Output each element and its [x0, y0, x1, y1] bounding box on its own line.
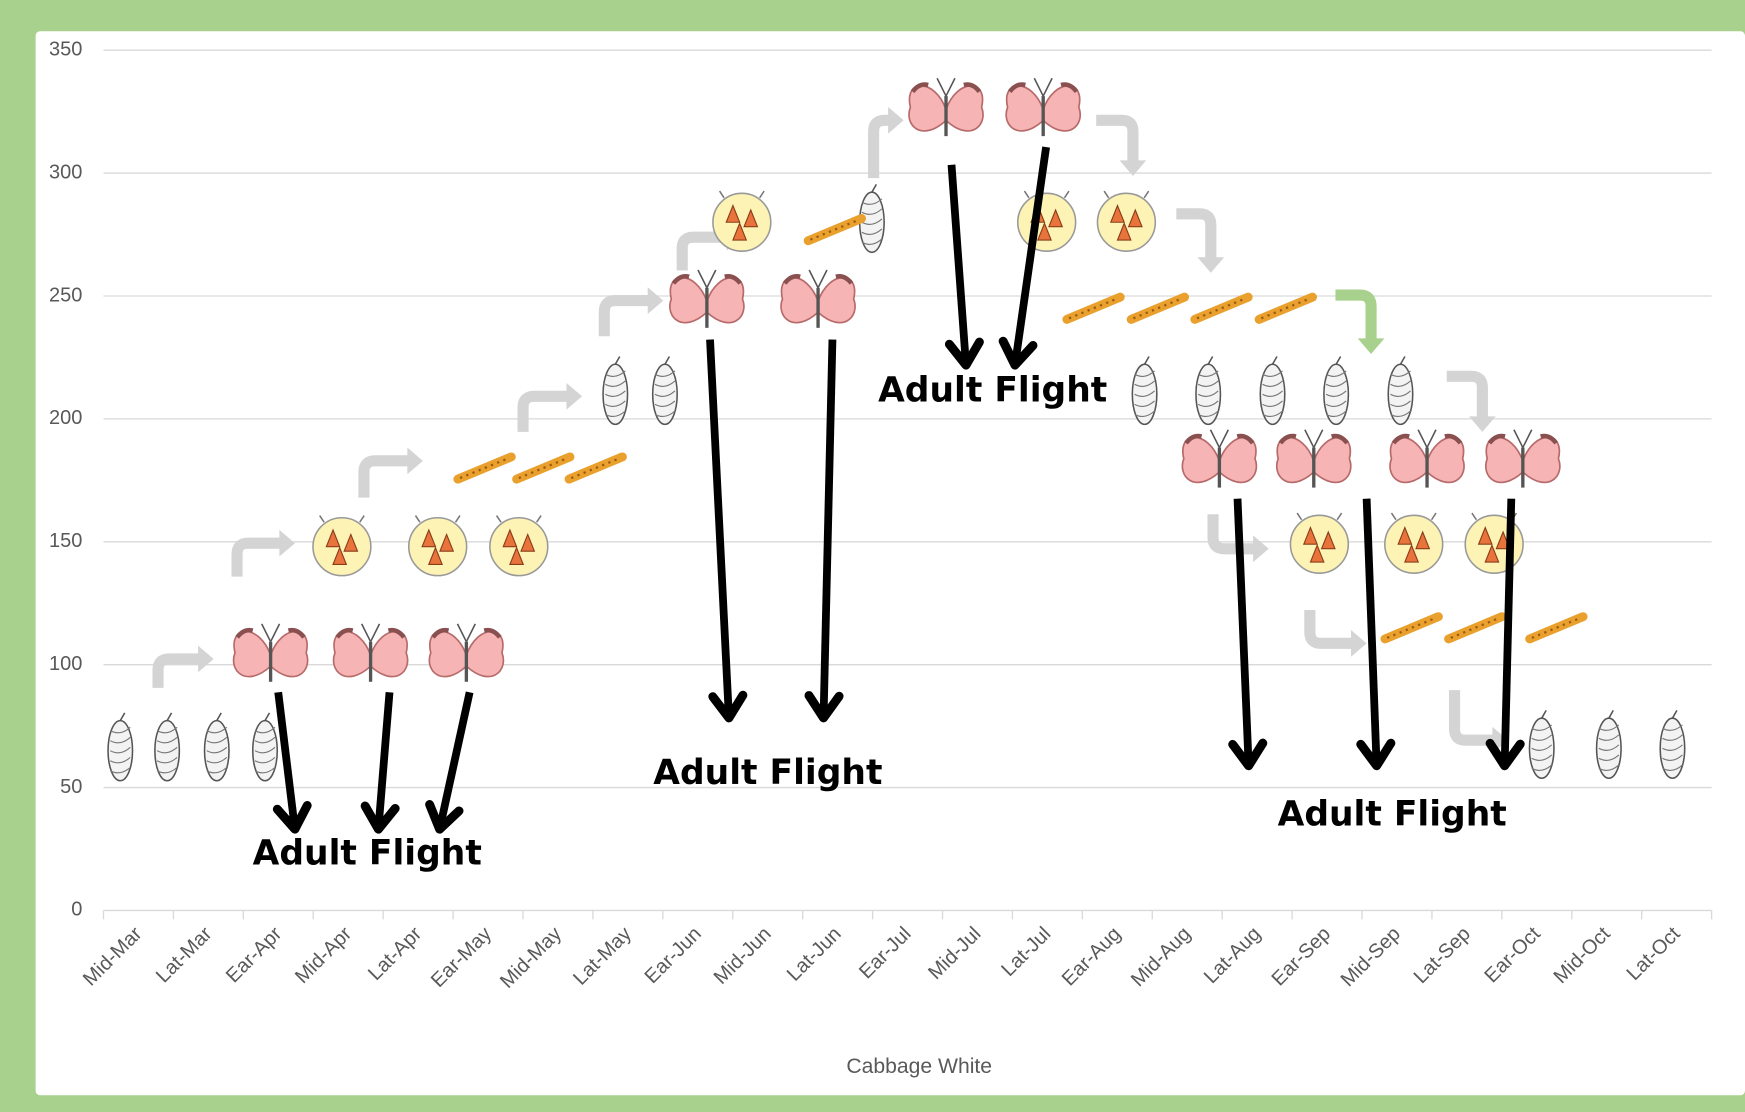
- y-tick-label: 50: [60, 776, 82, 798]
- y-tick-label: 150: [49, 530, 82, 552]
- page: Cabbage White 050100150200250300350Mid-M…: [0, 0, 1745, 1112]
- y-tick-label: 250: [49, 284, 82, 306]
- y-tick-label: 0: [71, 899, 82, 921]
- x-axis-title: Cabbage White: [846, 1055, 992, 1078]
- y-tick-label: 100: [49, 653, 82, 675]
- egg-leaf: [313, 518, 371, 576]
- egg-leaf: [713, 193, 771, 251]
- annotation: Adult Flight: [1278, 794, 1507, 834]
- annotation: Adult Flight: [653, 753, 882, 793]
- egg-leaf: [1385, 515, 1443, 573]
- y-tick-label: 200: [49, 407, 82, 429]
- annotation: Adult Flight: [878, 370, 1107, 410]
- y-tick-label: 350: [49, 38, 82, 60]
- egg-leaf: [1018, 193, 1076, 251]
- egg-leaf: [1097, 193, 1155, 251]
- egg-leaf: [1290, 515, 1348, 573]
- egg-leaf: [490, 518, 548, 576]
- egg-leaf: [409, 518, 467, 576]
- annotation: Adult Flight: [253, 833, 482, 873]
- chart: Cabbage White 050100150200250300350Mid-M…: [0, 0, 1745, 1112]
- y-tick-label: 300: [49, 161, 82, 183]
